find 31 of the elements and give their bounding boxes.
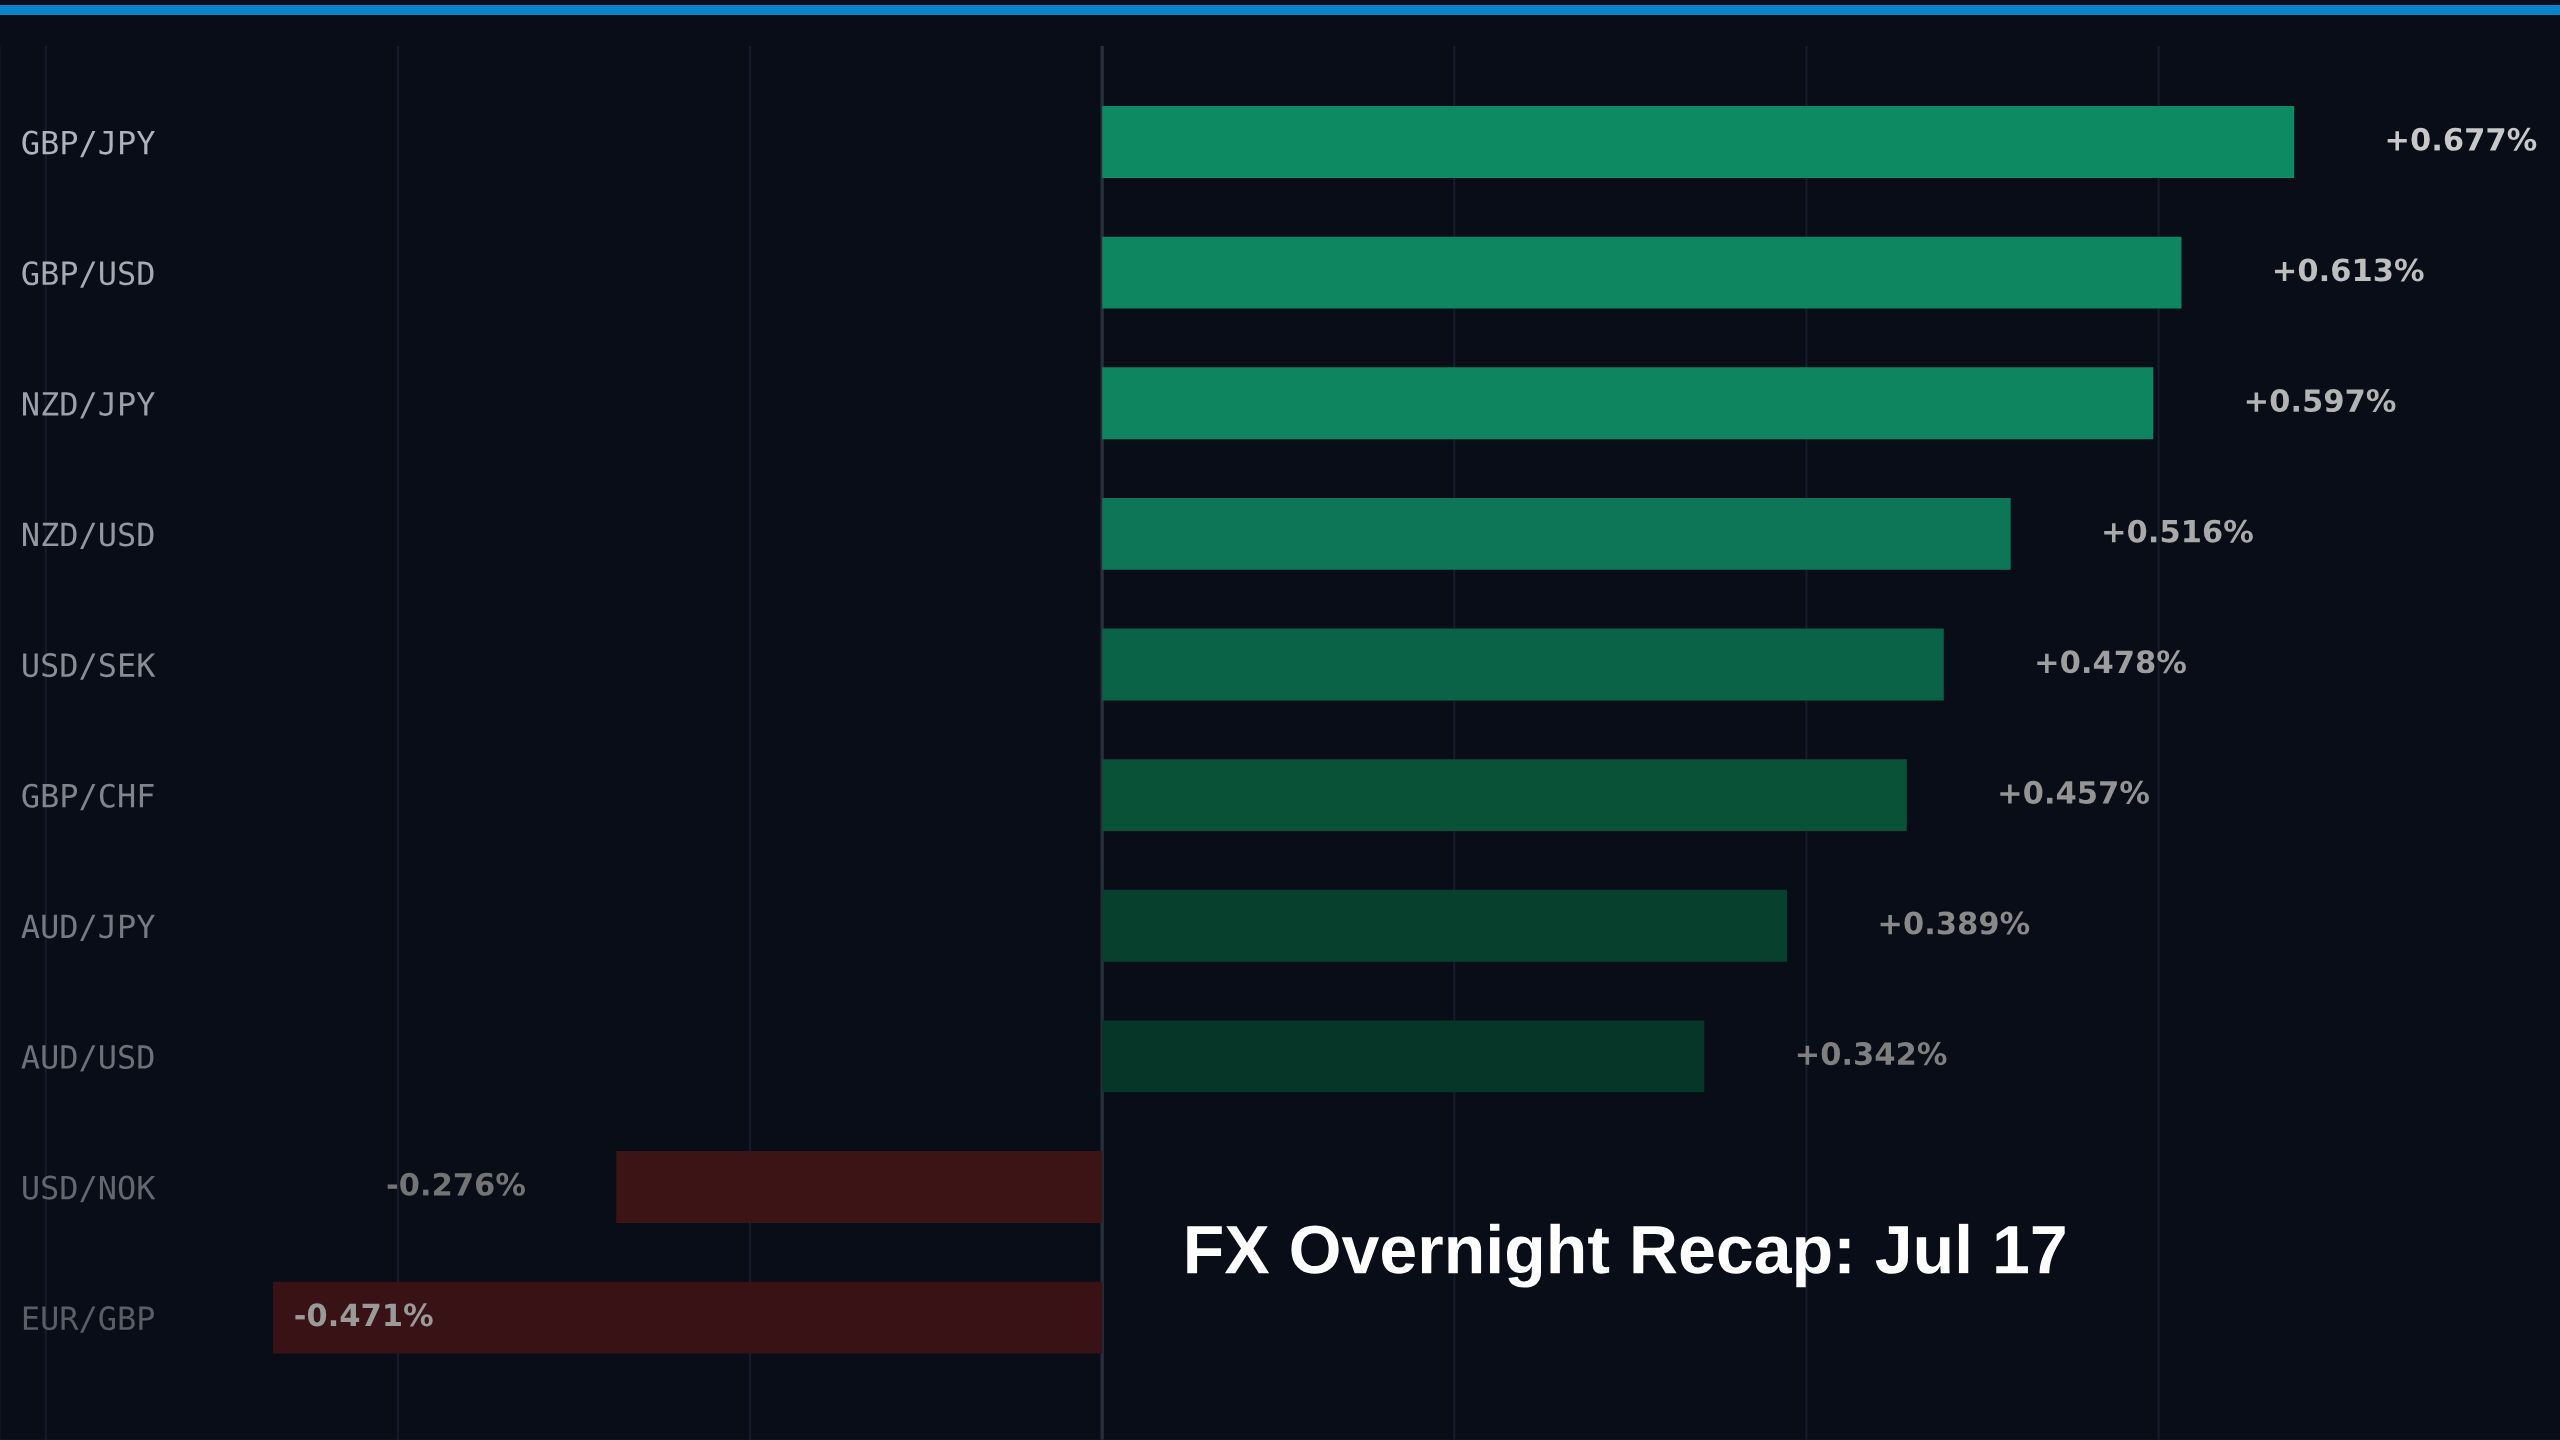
bar [1102,889,1788,962]
y-tick-label: USD/NOK [23,1175,156,1203]
bar [272,1281,1103,1354]
y-tick-label: EUR/GBP [23,1306,155,1333]
bar [1102,1020,1705,1093]
bar [1102,106,2295,178]
data-label: +0.597% [2246,389,2396,413]
y-tick-label: AUD/USD [21,1044,154,1072]
data-label: -0.276% [387,1172,525,1196]
bar [1102,628,1944,701]
data-label: +0.677% [2387,127,2537,151]
text: FX Overnight Recap: Jul 17 [1187,1223,2065,1288]
bar [1102,367,2154,440]
data-label: +0.457% [2000,780,2149,804]
y-tick-label: NZD/JPY [23,392,155,419]
bar [1102,497,2011,570]
data-label: +0.389% [1880,911,2030,935]
data-label: +0.613% [2274,258,2424,282]
data-label: +0.478% [2037,650,2186,674]
y-tick-label: GBP/CHF [22,783,154,811]
data-label: -0.471% [295,1303,433,1327]
y-tick-label: AUD/JPY [21,914,155,941]
y-tick-label: GBP/JPY [22,130,155,158]
bar [1102,759,1907,832]
y-tick-label: GBP/USD [22,261,154,288]
bar [616,1151,1103,1223]
y-tick-label: NZD/USD [23,522,154,550]
bar [1102,236,2182,309]
y-tick-label: USD/SEK [23,653,156,680]
data-label: +0.516% [2104,519,2253,543]
data-label: +0.342% [1797,1042,1947,1066]
